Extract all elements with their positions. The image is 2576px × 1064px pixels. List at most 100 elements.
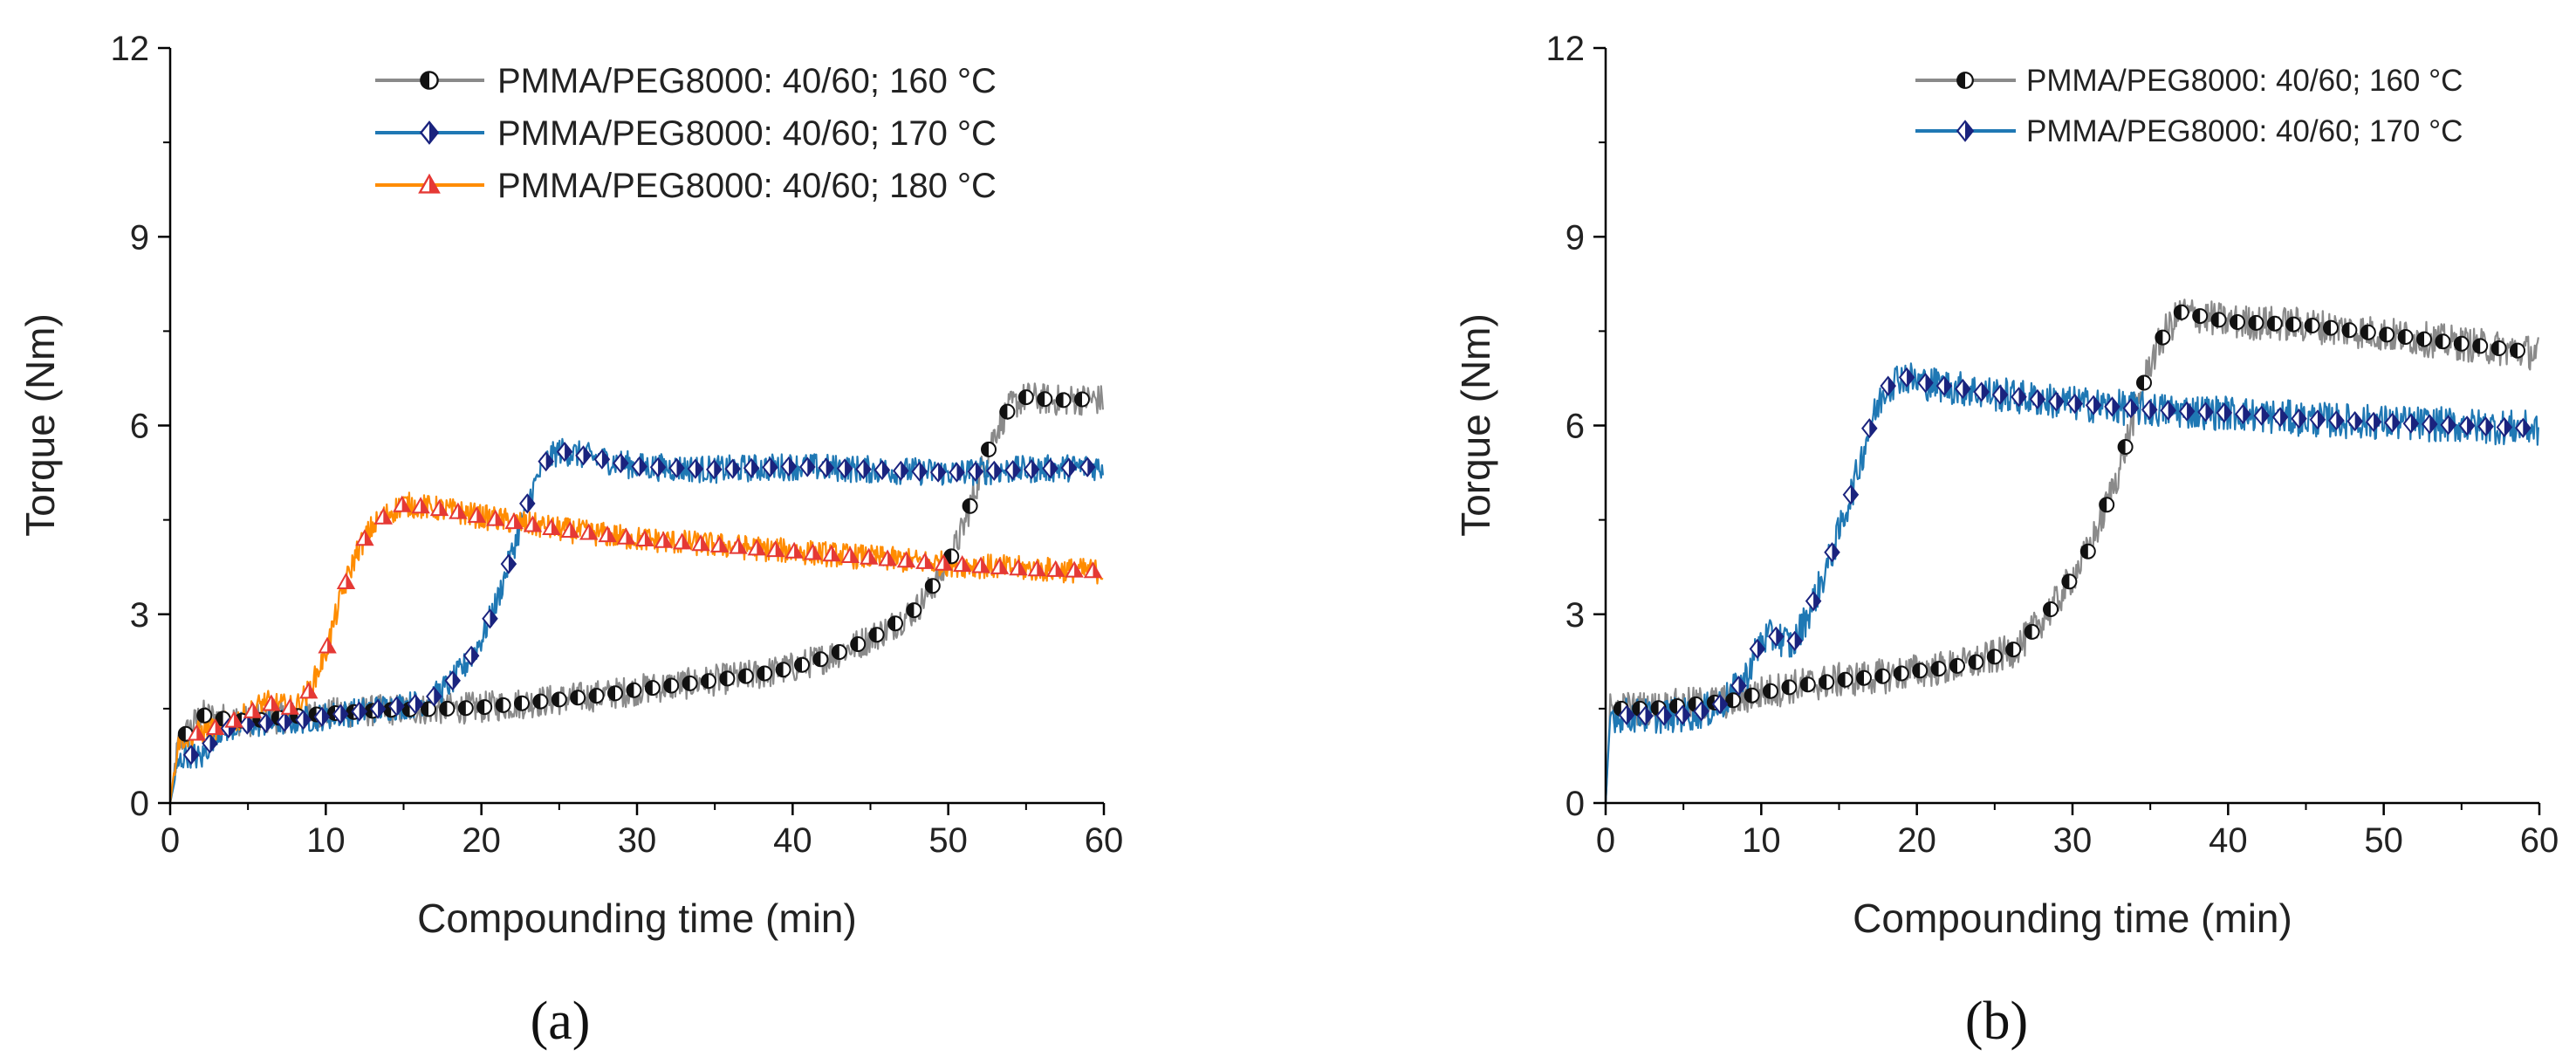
panel-b-series-1-marker: [2477, 415, 2494, 437]
panel-b-series-0-marker: [2192, 308, 2209, 325]
panel-a-series-1-marker: [276, 711, 293, 732]
panel-a-series-1-marker: [369, 698, 387, 719]
panel-b-plot-area: 0 10 20 30 40 50 60 0 3 6 9 12: [1546, 30, 2559, 860]
panel-a-series-1-marker: [613, 452, 629, 474]
panel-b-series-1-marker: [2291, 408, 2307, 429]
panel-a-x-axis-label: Compounding time (min): [417, 896, 857, 941]
panel-b-series-0-marker: [2416, 331, 2432, 347]
panel-a-series-1-marker: [1079, 456, 1096, 477]
panel-a-series-2-marker: [878, 549, 897, 566]
panel-b-x-tick-label: 10: [1742, 821, 1781, 860]
panel-b-x-tick-label: 0: [1596, 821, 1615, 860]
panel-a-series-2-marker: [1065, 560, 1084, 578]
panel-b-x-tick-label: 20: [1897, 821, 1936, 860]
panel-a-series-0-marker: [401, 701, 418, 717]
panel-b-y-tick-label: 12: [1546, 30, 1586, 68]
panel-a-series-0-marker: [1037, 391, 1053, 408]
panel-a-series-0-marker: [682, 675, 698, 691]
panel-b-series-0-marker: [2341, 322, 2358, 339]
panel-a-y-axis-label: Torque (Nm): [17, 313, 63, 537]
panel-a-legend-label-170: PMMA/PEG8000: 40/60; 170 °C: [497, 114, 997, 153]
panel-b-series-1-marker: [1935, 375, 1953, 396]
panel-b-series-1-marker: [1991, 384, 2009, 405]
panel-b-series-1-marker: [1618, 704, 1635, 725]
panel-b-series-1-marker: [1898, 367, 1915, 388]
panel-a-series-1-marker: [202, 733, 218, 754]
panel-a-y-tick-label: 3: [130, 596, 149, 635]
panel-a-series-0-marker: [1074, 391, 1090, 408]
panel-b-y-tick-label: 6: [1565, 408, 1585, 446]
panel-b-series-0-marker: [2136, 374, 2152, 391]
panel-a-series-0-marker: [775, 662, 791, 678]
panel-b-series-1-marker: [2365, 411, 2382, 433]
panel-b-series-0-marker: [1837, 671, 1853, 688]
panel-a-series-0-marker: [644, 680, 661, 697]
panel-b-series-0-marker: [2435, 333, 2451, 350]
panel-b-series-1-marker: [1675, 704, 1691, 725]
panel-a-legend-entry-170: PMMA/PEG8000: 40/60; 170 °C: [375, 114, 997, 153]
panel-a-series-2-marker: [840, 546, 860, 563]
panel-b-series-0-marker: [1912, 662, 1929, 679]
panel-b-series-1-marker: [2440, 415, 2456, 436]
panel-b-series-0-marker: [2266, 315, 2283, 332]
panel-a-legend-marker-160: [420, 71, 439, 90]
panel-b-series-1-marker: [1955, 378, 1971, 400]
panel-a-series-0-marker: [906, 602, 922, 619]
panel-b-y-tick-label: 9: [1565, 218, 1585, 257]
panel-a-series-2-marker: [579, 523, 599, 540]
panel-b-series-0-marker: [1799, 676, 1816, 693]
panel-a-x-tick-label: 40: [773, 821, 812, 860]
panel-a-series-0-marker: [1055, 392, 1072, 408]
panel-a-series-1-marker: [519, 493, 536, 514]
panel-a-x-tick-label: 60: [1085, 821, 1124, 860]
panel-a-x-tick-label: 10: [306, 821, 346, 860]
panel-a-series-0-marker: [794, 656, 810, 673]
panel-b-series-0-marker: [2005, 642, 2022, 658]
panel-a-series-0-marker: [868, 627, 885, 643]
panel-a-series-2-marker: [187, 724, 207, 741]
panel-a-series-2-marker: [709, 535, 730, 553]
panel-a-series-2-marker: [392, 495, 412, 512]
panel-b-y-axis-label: Torque (Nm): [1453, 313, 1498, 537]
panel-b-series-1-marker: [1786, 630, 1803, 652]
panel-a-series-1-marker: [855, 458, 872, 480]
panel-a-series-1-marker: [575, 445, 592, 466]
panel-a-series-1-marker: [818, 457, 834, 478]
panel-a-series-1-marker: [836, 458, 853, 479]
panel-a-background: [170, 48, 1104, 803]
panel-a-series-2-marker: [449, 502, 468, 519]
panel-a-series-1-marker: [556, 441, 573, 463]
panel-b-series-1-marker: [2011, 387, 2027, 408]
panel-b-series-1-marker: [2271, 407, 2289, 428]
panel-a-series-1-marker: [1023, 459, 1040, 480]
panel-a-series-2-marker: [691, 534, 710, 552]
panel-b-series-0-marker: [2079, 543, 2096, 559]
panel-a-series-0-marker: [570, 690, 586, 706]
panel-a-series-0-marker: [532, 693, 549, 710]
panel-a-series-1-marker: [239, 714, 256, 735]
panel-a-series-0-marker: [607, 685, 623, 702]
panel-a-series-0-marker: [196, 707, 213, 724]
panel-b-series-0-marker: [2490, 340, 2507, 356]
panel-a-series-0-marker: [757, 665, 773, 682]
panel-a-series-2-marker: [542, 518, 561, 535]
panel-b-series-1-marker: [1805, 590, 1822, 612]
panel-b-series-0-marker: [1763, 683, 1778, 699]
panel-a-legend-marker-170: [419, 120, 440, 145]
panel-a-series-0-marker: [551, 691, 567, 708]
panel-a-series-0-marker: [719, 670, 736, 687]
panel-b-series-1-marker: [1711, 694, 1729, 715]
panel-b-x-tick-label: 30: [2053, 821, 2093, 860]
panel-b-series-1-marker: [2160, 400, 2176, 421]
panel-a-series-2-marker: [523, 515, 543, 532]
panel-a-series-2-marker: [654, 531, 674, 548]
panel-b-legend-entry-160: PMMA/PEG8000: 40/60; 160 °C: [1915, 64, 2463, 98]
panel-b-series-1-marker: [1842, 484, 1860, 505]
panel-b-series-0-marker: [2285, 316, 2302, 333]
panel-b-series-1-marker: [1824, 542, 1840, 563]
panel-a-y-tick-label: 12: [111, 30, 150, 68]
panel-a-series-1-marker: [462, 645, 480, 666]
panel-b-series-1-marker: [2029, 388, 2046, 410]
panel-b-series-1-marker: [1768, 626, 1785, 647]
panel-b-series-1-marker: [2216, 402, 2233, 423]
